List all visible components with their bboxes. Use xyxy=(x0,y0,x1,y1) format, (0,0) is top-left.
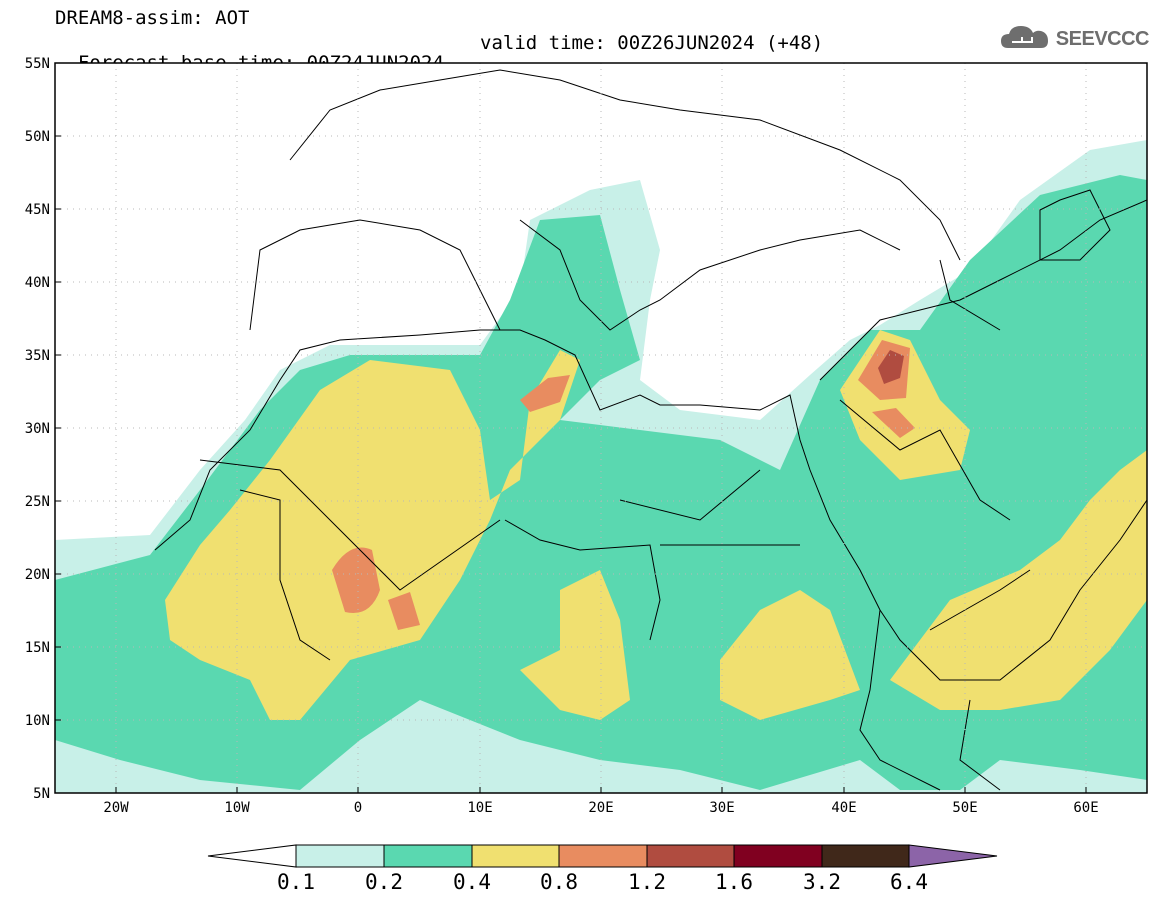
seevccc-logo: SEEVCCC xyxy=(1000,22,1150,56)
coastlines xyxy=(154,69,1147,791)
lon-label: 20E xyxy=(588,800,613,816)
colorbar-label: 1.6 xyxy=(715,870,753,894)
lat-label: 25N xyxy=(25,494,50,510)
colorbar-low-arrow xyxy=(207,844,297,868)
colorbar-label: 0.2 xyxy=(365,870,403,894)
lon-label: 30E xyxy=(709,800,734,816)
aot-level-0.4 xyxy=(165,350,580,720)
colorbar-label: 1.2 xyxy=(628,870,666,894)
aot-level-0.4 xyxy=(520,570,630,720)
colorbar-swatch-4 xyxy=(558,844,648,868)
aot-level-0.8 xyxy=(520,375,570,412)
tick-marks xyxy=(55,62,1087,794)
colorbar-label: 0.8 xyxy=(540,870,578,894)
colorbar-high-arrow xyxy=(908,844,998,868)
cloud-icon xyxy=(1000,22,1052,56)
lat-label: 20N xyxy=(25,567,50,583)
lat-label: 40N xyxy=(25,275,50,291)
lat-label: 5N xyxy=(33,786,50,802)
colorbar-swatch-7 xyxy=(821,844,910,868)
colorbar-label: 3.2 xyxy=(803,870,841,894)
lon-label: 50E xyxy=(952,800,977,816)
logo-text: SEEVCCC xyxy=(1055,27,1150,50)
colorbar xyxy=(207,844,998,868)
colorbar-swatch-5 xyxy=(646,844,735,868)
map-title: DREAM8-assim: AOT xyxy=(55,7,250,29)
lon-label: 20W xyxy=(103,800,129,816)
lat-label: 50N xyxy=(25,129,50,145)
lat-label: 15N xyxy=(25,640,50,656)
lat-label: 35N xyxy=(25,348,50,364)
lat-label: 55N xyxy=(25,56,50,72)
lon-label: 40E xyxy=(831,800,856,816)
aot-level-1.2 xyxy=(878,350,904,384)
aot-level-0.8 xyxy=(388,592,420,630)
graticule xyxy=(55,63,1147,793)
lon-label: 60E xyxy=(1073,800,1098,816)
lon-label: 10E xyxy=(467,800,492,816)
colorbar-swatch-2 xyxy=(383,844,473,868)
colorbar-swatch-1 xyxy=(295,844,385,868)
aot-field xyxy=(55,63,1147,793)
aot-level-0.4 xyxy=(720,590,860,720)
lon-label: 10W xyxy=(224,800,250,816)
aot-level-0.8 xyxy=(872,408,915,438)
lat-label: 45N xyxy=(25,202,50,218)
lat-label: 10N xyxy=(25,713,50,729)
colorbar-swatch-3 xyxy=(471,844,560,868)
lon-label: 0 xyxy=(354,800,362,816)
aot-level-0.4 xyxy=(890,450,1147,710)
colorbar-label: 0.4 xyxy=(453,870,491,894)
aot-level-0.8 xyxy=(332,547,380,614)
lat-label: 30N xyxy=(25,421,50,437)
colorbar-swatch-6 xyxy=(733,844,823,868)
valid-time: valid time: 00Z26JUN2024 (+48) xyxy=(480,32,824,54)
colorbar-label: 0.1 xyxy=(277,870,315,894)
colorbar-label: 6.4 xyxy=(890,870,928,894)
